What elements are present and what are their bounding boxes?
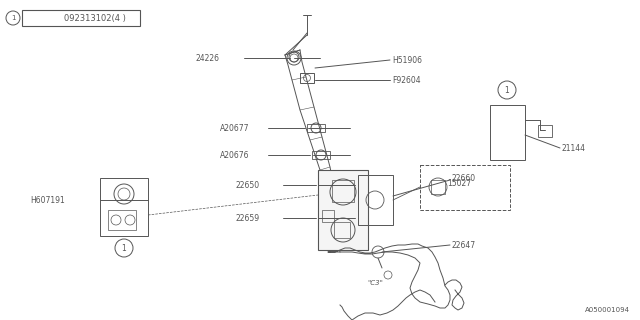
Bar <box>431 180 445 194</box>
Text: A050001094: A050001094 <box>585 307 630 313</box>
Text: 24226: 24226 <box>195 53 219 62</box>
Text: 22660: 22660 <box>452 173 476 182</box>
Bar <box>358 175 393 225</box>
Text: A20676: A20676 <box>220 150 250 159</box>
Text: 22659: 22659 <box>235 213 259 222</box>
Text: 1: 1 <box>11 15 15 21</box>
Bar <box>322 210 334 222</box>
Bar <box>538 125 552 137</box>
Text: 092313102(4 ): 092313102(4 ) <box>64 13 126 22</box>
Bar <box>332 180 354 202</box>
Bar <box>300 73 314 83</box>
Text: H51906: H51906 <box>392 55 422 65</box>
Bar <box>108 210 136 230</box>
Text: A20677: A20677 <box>220 124 250 132</box>
Text: H607191: H607191 <box>30 196 65 204</box>
Bar <box>100 178 148 236</box>
Bar <box>312 151 330 159</box>
Bar <box>22 10 140 26</box>
Text: 22647: 22647 <box>452 241 476 250</box>
Bar <box>334 222 350 238</box>
Text: 22650: 22650 <box>235 180 259 189</box>
Text: 21144: 21144 <box>562 143 586 153</box>
Bar <box>420 165 510 210</box>
Bar <box>307 124 325 132</box>
Text: 1: 1 <box>504 85 509 94</box>
Bar <box>318 170 368 250</box>
Text: "C3": "C3" <box>367 280 383 286</box>
Bar <box>490 105 525 160</box>
Text: F92604: F92604 <box>392 76 420 84</box>
Text: 1: 1 <box>122 244 126 252</box>
Text: 15027: 15027 <box>447 179 471 188</box>
